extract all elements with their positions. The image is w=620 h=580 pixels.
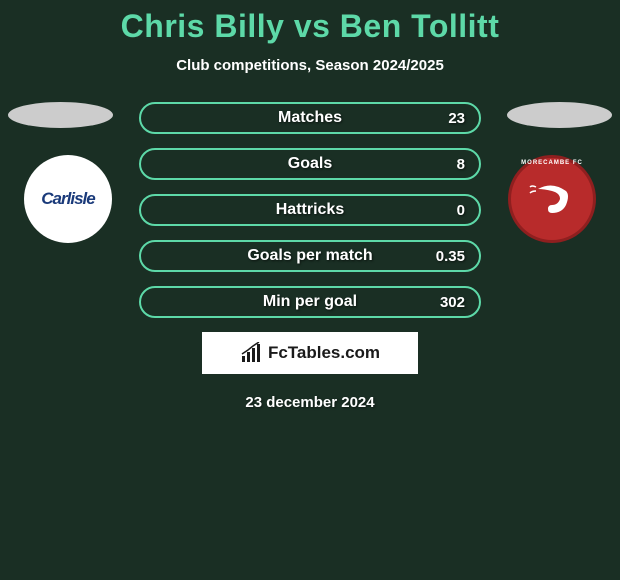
branding-box[interactable]: FcTables.com (202, 332, 418, 374)
stat-label: Matches (278, 109, 342, 127)
shrimp-icon (528, 175, 576, 223)
stat-value: 0.35 (436, 248, 465, 265)
right-ellipse (507, 102, 612, 128)
stat-value: 8 (457, 156, 465, 173)
stat-value: 23 (448, 110, 465, 127)
stat-value: 0 (457, 202, 465, 219)
morecambe-badge: MORECAMBE FC (508, 155, 596, 243)
left-ellipse (8, 102, 113, 128)
right-team-badge: MORECAMBE FC (502, 154, 602, 244)
page-title: Chris Billy vs Ben Tollitt (0, 8, 620, 45)
subtitle: Club competitions, Season 2024/2025 (0, 57, 620, 74)
stat-label: Min per goal (263, 293, 357, 311)
stat-row-matches: Matches 23 (139, 102, 481, 134)
stat-row-gpm: Goals per match 0.35 (139, 240, 481, 272)
stat-label: Hattricks (276, 201, 344, 219)
stat-label: Goals per match (247, 247, 372, 265)
stat-row-hattricks: Hattricks 0 (139, 194, 481, 226)
chart-icon (240, 342, 262, 364)
carlisle-logo-text: Carlisle (41, 189, 94, 209)
stat-row-goals: Goals 8 (139, 148, 481, 180)
stat-rows: Matches 23 Goals 8 Hattricks 0 Goals per… (139, 102, 481, 318)
branding-text: FcTables.com (268, 343, 380, 363)
morecambe-ring-text: MORECAMBE FC (521, 160, 583, 166)
stat-value: 302 (440, 294, 465, 311)
left-team-badge: Carlisle (18, 154, 118, 244)
stat-label: Goals (288, 155, 332, 173)
carlisle-badge: Carlisle (24, 155, 112, 243)
stats-area: Carlisle MORECAMBE FC Matches 23 (0, 102, 620, 411)
stat-row-mpg: Min per goal 302 (139, 286, 481, 318)
footer-date: 23 december 2024 (0, 394, 620, 411)
